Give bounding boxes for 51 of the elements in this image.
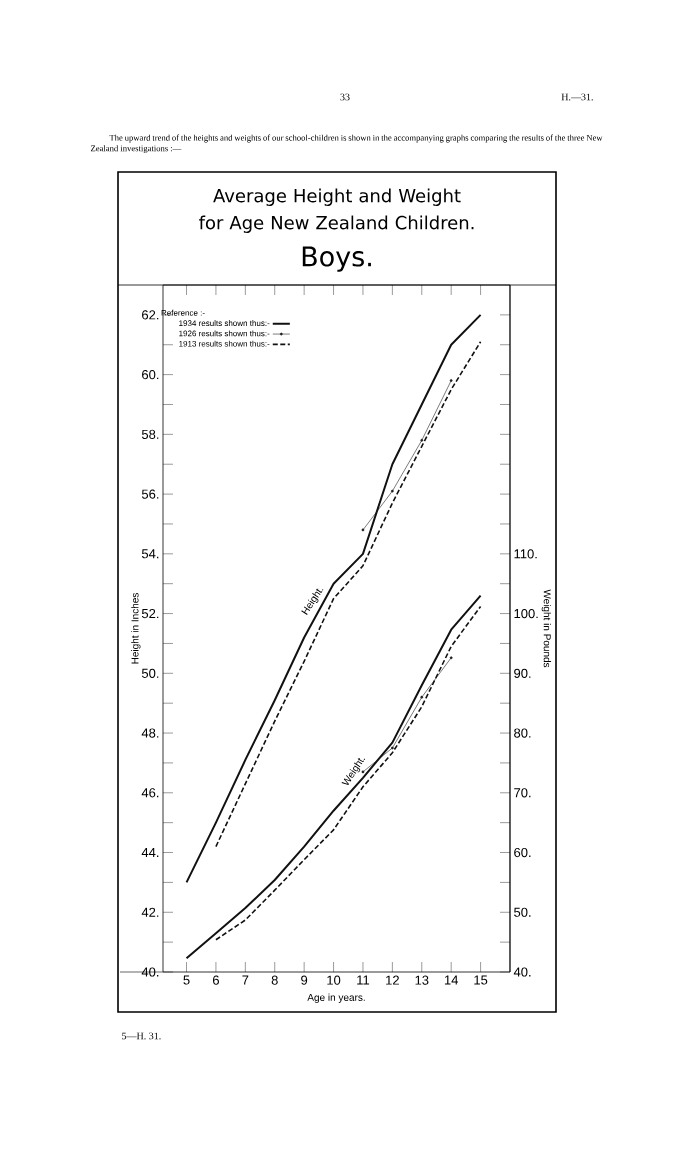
legend-title: Reference :- [161, 309, 205, 316]
legend-label: 1934 results shown thus:- [179, 320, 270, 326]
y-tick-label: 40. [141, 967, 159, 977]
x-tick-label: 6 [212, 975, 219, 985]
x-tick-label: 8 [271, 975, 278, 985]
x-tick-label: 7 [242, 975, 249, 985]
point [390, 489, 394, 493]
y2-tick-label: 80. [514, 728, 531, 738]
legend-label: 1926 results shown thus:- [179, 330, 270, 337]
x-tick-label: 9 [301, 975, 308, 985]
y2-tick-label: 60. [514, 847, 531, 858]
point [420, 695, 424, 699]
y-tick-label: 48. [141, 728, 159, 738]
text: 5—H. 31. [122, 1032, 161, 1040]
y-tick-label: 42. [141, 907, 159, 917]
y-tick-label: 56. [141, 489, 159, 499]
y2-tick-label: 90. [514, 668, 531, 678]
point [390, 746, 394, 750]
x-axis-title: Age in years. [307, 993, 365, 1003]
y-tick-label: 58. [141, 429, 159, 439]
chart-subtitle: Boys. [302, 246, 371, 272]
legend-label: 1913 results shown thus:- [179, 340, 270, 347]
text: H.—31. [561, 93, 593, 101]
y2-tick-label: 50. [514, 907, 531, 917]
point [361, 528, 365, 532]
y-tick-label: 44. [141, 848, 159, 857]
y-tick-label: 50. [141, 668, 159, 678]
x-tick-label: 11 [357, 975, 370, 985]
y-tick-label: 54. [141, 549, 159, 559]
y-tick-label: 52. [141, 608, 159, 619]
y-tick-label: 62. [142, 310, 159, 320]
point [420, 438, 424, 442]
x-tick-label: 13 [415, 975, 429, 985]
point [449, 379, 453, 382]
point [449, 656, 453, 660]
x-tick-label: 10 [327, 975, 341, 985]
x-tick-label: 5 [183, 975, 190, 985]
x-tick-label: 15 [474, 975, 488, 985]
y-tick-label: 46. [141, 788, 159, 798]
y2-tick-label: 70. [514, 788, 531, 798]
chart-title: Average Height and Weight for Age New Zealand Children. [199, 188, 474, 233]
y2-tick-label: 110. [514, 549, 537, 559]
x-tick-label: 14 [444, 975, 459, 985]
y2-tick-label: 100. [514, 608, 538, 619]
y-axis-title: Height in Inches [131, 593, 141, 664]
text: 33 [340, 93, 350, 101]
y2-tick-label: 40. [513, 967, 531, 977]
text: The upward trend of the heights and weights of our school-children is shown in the accompanying graphs comparing the results of the three New Zealand investigations :— [90, 134, 603, 154]
x-tick-label: 12 [386, 975, 399, 985]
y2-axis-title: Weight in Pounds [541, 589, 552, 668]
y-tick-label: 60. [142, 370, 159, 380]
